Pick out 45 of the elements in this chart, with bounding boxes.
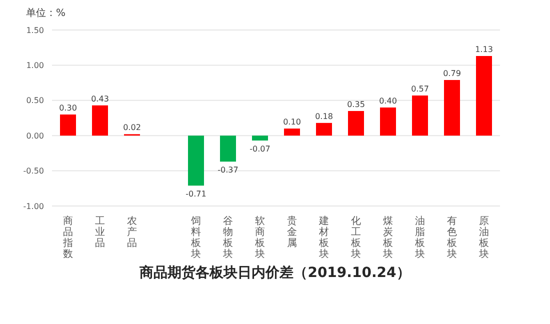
y-tick-label: -1.00 [23, 202, 44, 211]
x-tick-label: 工业品 [95, 216, 105, 249]
bar [60, 114, 76, 136]
data-label: 1.13 [475, 45, 493, 54]
x-tick-label: 煤炭板块 [382, 215, 393, 260]
x-tick-label: 原油板块 [478, 216, 489, 260]
x-tick-label: 建材板块 [318, 215, 329, 260]
y-tick-label: 0.00 [26, 131, 44, 140]
text: 商品期货各板块日内价差（2019.10.24） [138, 264, 412, 282]
data-label: 0.10 [283, 118, 301, 127]
bar [252, 136, 268, 141]
bar [92, 105, 108, 136]
data-label: 0.02 [123, 123, 141, 132]
bar [380, 107, 396, 136]
y-tick-label: -0.50 [23, 166, 44, 176]
bar [348, 110, 364, 136]
data-label: 0.79 [443, 68, 461, 78]
data-label: 0.57 [411, 84, 429, 94]
x-tick-label: 农产品 [127, 216, 137, 249]
y-tick-label: 1.50 [26, 26, 44, 35]
data-label: 0.40 [379, 96, 397, 106]
bar [476, 56, 492, 136]
y-tick-label: 0.50 [26, 96, 44, 106]
x-tick-label: 贵金属 [287, 215, 297, 249]
x-tick-label: 谷物板块 [222, 215, 233, 260]
y-axis-title: 单位：% [26, 6, 66, 20]
x-tick-label: 软商板块 [254, 215, 265, 260]
x-tick-label: 油脂板块 [414, 215, 425, 260]
x-tick-label: 化工板块 [350, 215, 361, 260]
bar [284, 128, 300, 136]
x-tick-label: 有色板块 [446, 215, 457, 260]
data-label: -0.37 [218, 166, 238, 175]
data-label: 0.30 [59, 103, 77, 112]
bar [444, 80, 460, 136]
data-label: 0.18 [315, 112, 333, 121]
data-label: 0.43 [91, 94, 109, 104]
bar [220, 136, 236, 162]
x-tick-label: 饲料板块 [190, 216, 201, 260]
y-tick-label: 1.00 [26, 61, 44, 70]
bar [412, 95, 428, 136]
data-label: 0.35 [347, 100, 365, 109]
data-label: -0.71 [186, 190, 206, 199]
data-label: -0.07 [250, 144, 270, 154]
bar [316, 122, 332, 136]
bar [188, 136, 204, 186]
